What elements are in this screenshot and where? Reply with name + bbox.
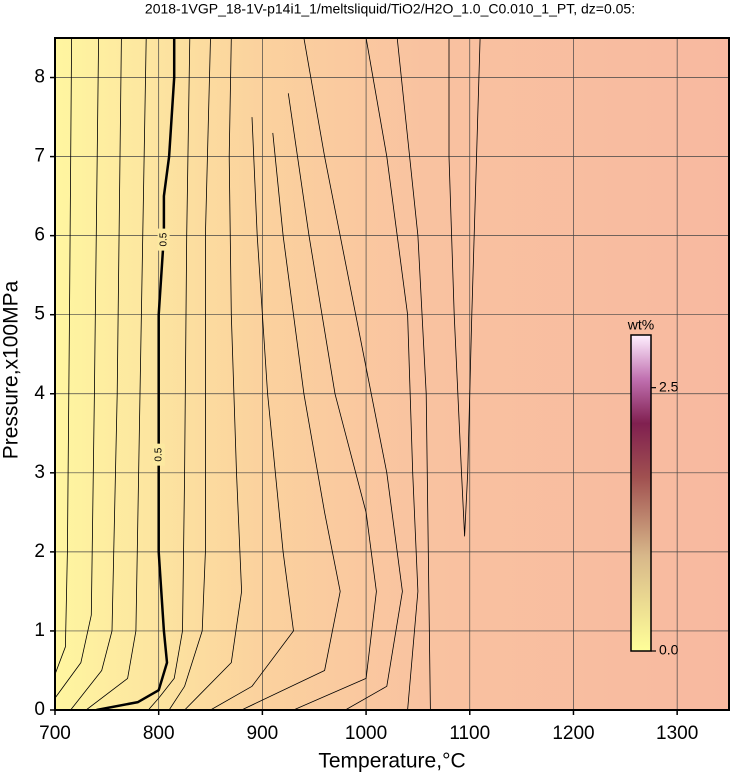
contour-line bbox=[448, 38, 481, 537]
chart-title: 2018-1VGP_18-1V-p14i1_1/meltsliquid/TiO2… bbox=[145, 1, 635, 17]
colorbar: wt% 0.0 2.5 bbox=[627, 317, 679, 658]
x-tick-label: 900 bbox=[247, 723, 279, 744]
x-tick-label: 800 bbox=[143, 723, 175, 744]
contour-label: 0.5 bbox=[158, 232, 169, 246]
y-tick-label: 1 bbox=[34, 620, 45, 641]
grid bbox=[54, 38, 729, 711]
y-tick-label: 5 bbox=[34, 304, 45, 325]
x-tick-label: 1000 bbox=[345, 723, 387, 744]
y-tick-label: 8 bbox=[34, 67, 45, 88]
y-tick-label: 7 bbox=[34, 146, 45, 167]
axes: 700 800 900 1000 1100 1200 1300 0 1 2 3 4 5 6 7 8 bbox=[34, 67, 698, 744]
x-tick-label: 700 bbox=[39, 723, 71, 744]
y-tick-label: 6 bbox=[34, 225, 45, 246]
x-tick-label: 1100 bbox=[449, 723, 490, 744]
x-tick-label: 1200 bbox=[552, 723, 594, 744]
contour-line bbox=[210, 117, 294, 710]
colorbar-tick-label: 2.5 bbox=[659, 378, 679, 394]
y-tick-label: 0 bbox=[34, 699, 45, 720]
y-axis-label: Pressure,x100MPa bbox=[0, 280, 23, 459]
y-tick-label: 3 bbox=[34, 462, 45, 483]
contour-label: 0.5 bbox=[153, 447, 164, 461]
contour-line bbox=[55, 38, 72, 675]
contour-line bbox=[168, 38, 211, 710]
contours: 0.5 0.5 bbox=[55, 38, 481, 710]
colorbar-label: wt% bbox=[627, 317, 654, 333]
contour-line bbox=[147, 38, 191, 710]
contour-line bbox=[184, 38, 242, 710]
contour-line bbox=[70, 38, 122, 710]
contour-line bbox=[241, 132, 341, 710]
y-tick-label: 2 bbox=[34, 541, 45, 562]
contour-line bbox=[303, 38, 403, 710]
contour-line bbox=[396, 38, 431, 710]
plot-frame bbox=[54, 37, 730, 711]
x-axis-label: Temperature,°C bbox=[318, 750, 465, 773]
contour-label-bg bbox=[157, 228, 170, 251]
contour-line bbox=[55, 38, 99, 699]
x-tick-label: 1300 bbox=[656, 723, 698, 744]
contour-line bbox=[85, 38, 147, 710]
colorbar-gradient bbox=[630, 334, 652, 652]
contour-line bbox=[96, 38, 176, 710]
contour-label-bg bbox=[152, 443, 165, 466]
y-tick-label: 4 bbox=[34, 383, 45, 404]
contour-line bbox=[365, 38, 419, 710]
colorbar-tick-label: 0.0 bbox=[659, 642, 679, 658]
contour-line bbox=[287, 93, 377, 710]
plot-area bbox=[55, 38, 729, 710]
